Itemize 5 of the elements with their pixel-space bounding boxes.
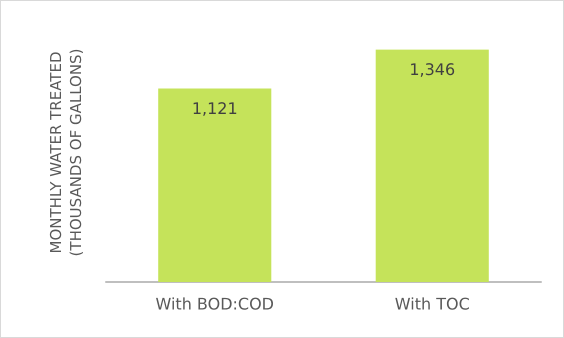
data-label: 1,346 [409,60,456,80]
x-tick-label: With BOD:COD [156,294,274,314]
y-axis-title: MONTHLY WATER TREATED (THOUSANDS OF GALLONS) [47,48,85,256]
data-label: 1,121 [192,98,238,118]
x-tick-label: With TOC [394,294,470,314]
